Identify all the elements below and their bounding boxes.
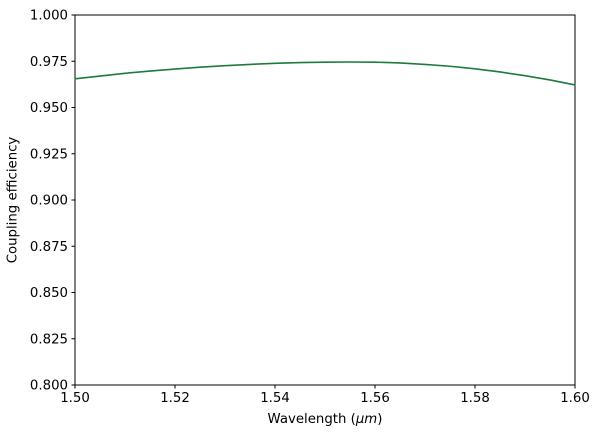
x-tick-label: 1.50: [60, 391, 90, 406]
y-tick-label: 0.875: [30, 240, 68, 255]
x-tick-label: 1.58: [460, 391, 490, 406]
coupling-efficiency-curve: [74, 61, 576, 86]
y-tick-label: 0.975: [30, 55, 68, 70]
y-axis-label: Coupling efficiency: [5, 136, 21, 264]
x-tick-label: 1.54: [260, 391, 290, 406]
y-tick-label: 0.825: [30, 332, 68, 347]
x-axis-label-math-unit: μm: [355, 412, 378, 427]
x-tick-label: 1.52: [160, 391, 190, 406]
y-tick-label: 0.800: [30, 379, 68, 394]
y-tick-label: 0.950: [30, 101, 68, 116]
x-tick-label: 1.60: [560, 391, 590, 406]
x-axis-label-text: Wavelength (: [267, 412, 356, 427]
x-axis-label: Wavelength (μm): [268, 412, 383, 428]
x-tick-label: 1.56: [360, 391, 390, 406]
x-axis-label-close-paren: ): [377, 412, 383, 427]
y-tick-label: 0.900: [30, 194, 68, 209]
y-tick-label: 1.000: [30, 9, 68, 24]
y-tick-label: 0.925: [30, 147, 68, 162]
y-tick-label: 0.850: [30, 286, 68, 301]
